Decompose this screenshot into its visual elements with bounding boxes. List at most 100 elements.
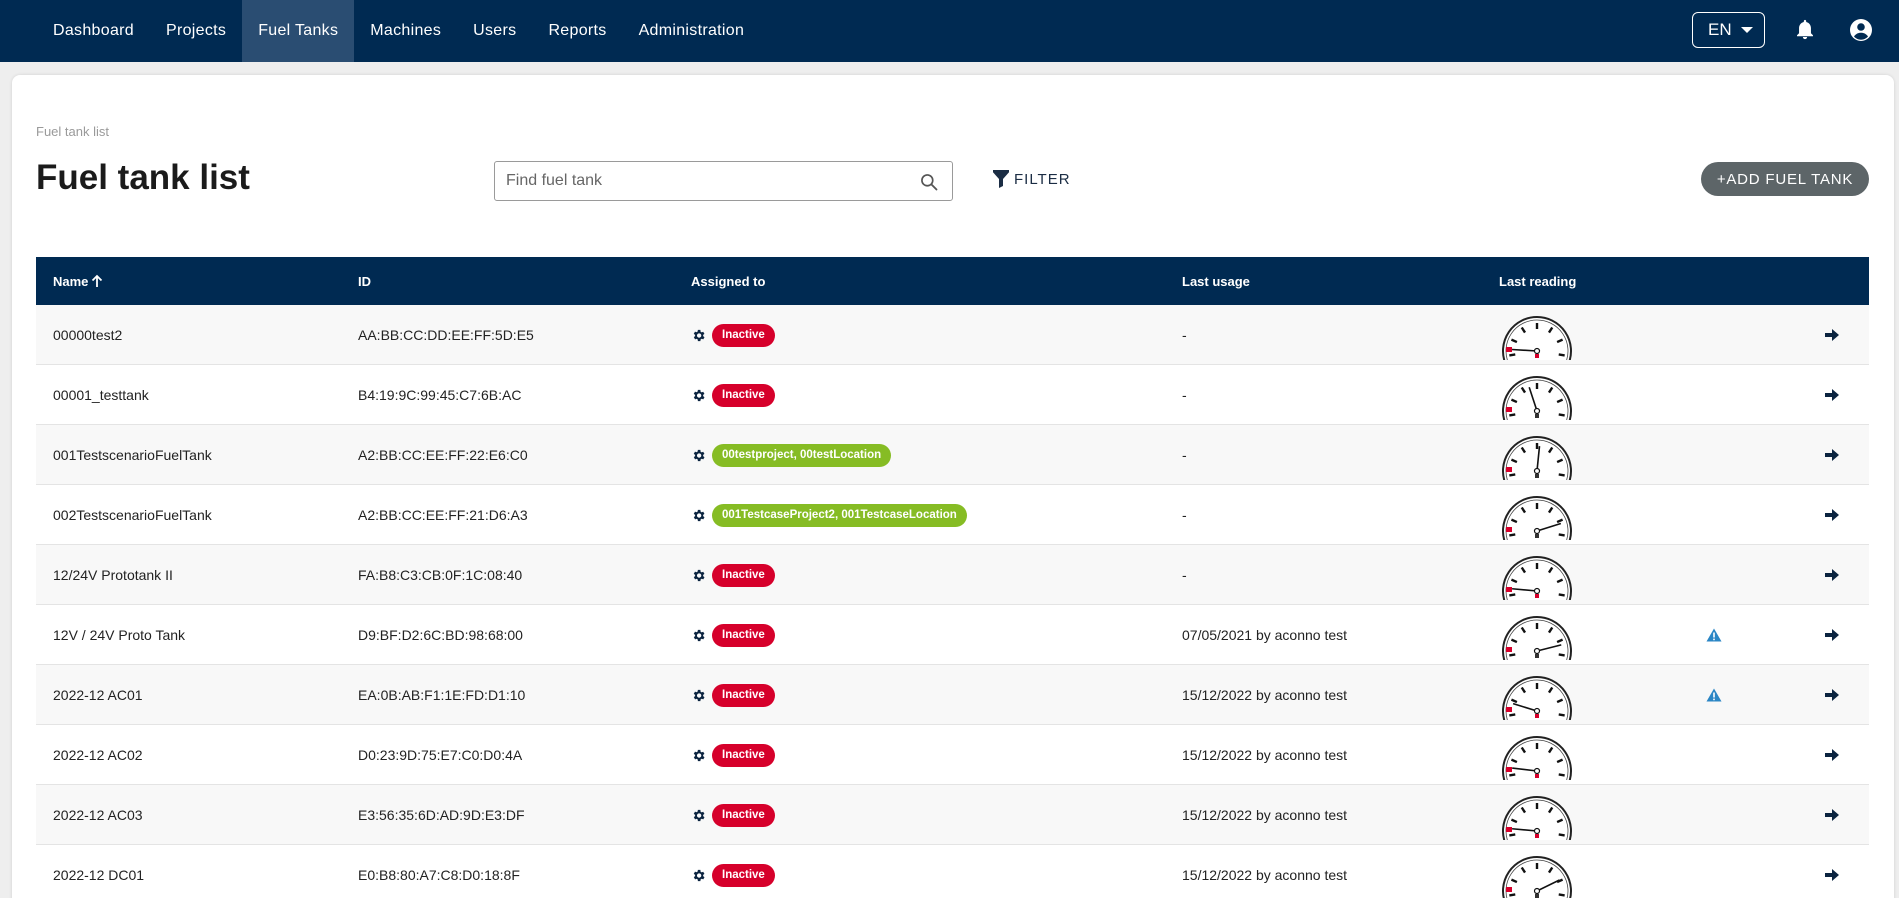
tank-id: B4:19:9C:99:45:C7:6B:AC [358,387,522,403]
table-row[interactable]: 00001_testtank B4:19:9C:99:45:C7:6B:AC Ina… [36,365,1869,425]
table-row[interactable]: 2022-12 DC01 E0:B8:80:A7:C8:D0:18:8F Inact… [36,845,1869,898]
tank-name: 2022-12 AC03 [53,807,143,823]
column-header-assigned[interactable]: Assigned to [691,273,766,289]
search-input[interactable] [495,162,895,200]
gear-icon[interactable] [691,388,706,403]
table-row[interactable]: 00000test2 AA:BB:CC:DD:EE:FF:5D:E5 Inactiv… [36,305,1869,365]
page-title: Fuel tank list [36,158,250,197]
last-reading-gauge[interactable] [1499,605,1575,665]
table-row[interactable]: 12V / 24V Proto Tank D9:BF:D2:6C:BD:98:68… [36,605,1869,665]
assigned-to-cell: Inactive [691,365,775,425]
gear-icon[interactable] [691,748,706,763]
assigned-to-cell: Inactive [691,845,775,898]
tank-name: 002TestscenarioFuelTank [53,507,212,523]
last-usage: 07/05/2021 by aconno test [1182,627,1348,643]
gear-icon[interactable] [691,448,706,463]
arrow-right-icon[interactable] [1825,689,1839,701]
fuel-gauge-icon [1502,736,1572,780]
row-details-cell [1825,725,1839,785]
tank-id: A2:BB:CC:EE:FF:21:D6:A3 [358,507,528,523]
fuel-gauge-icon [1502,556,1572,600]
arrow-right-icon[interactable] [1825,569,1839,581]
assigned-to-cell: Inactive [691,605,775,665]
breadcrumb[interactable]: Fuel tank list [36,124,109,139]
arrow-right-icon[interactable] [1825,749,1839,761]
column-header-last-reading[interactable]: Last reading [1499,273,1577,289]
arrow-right-icon[interactable] [1825,449,1839,461]
nav-item-projects[interactable]: Projects [165,22,227,39]
nav-item-administration[interactable]: Administration [638,22,745,39]
arrow-right-icon[interactable] [1825,809,1839,821]
column-header-id[interactable]: ID [358,273,371,289]
gear-icon[interactable] [691,688,706,703]
last-usage: - [1182,567,1187,583]
language-selector[interactable]: EN [1692,12,1765,48]
row-details-cell [1825,845,1839,898]
filter-button[interactable]: FILTER [993,168,1071,190]
gear-icon[interactable] [691,808,706,823]
add-fuel-tank-button[interactable]: +ADD FUEL TANK [1701,162,1869,196]
status-badge: Inactive [712,683,775,707]
gauge-needle [1536,522,1562,532]
last-reading-gauge[interactable] [1499,665,1575,725]
gear-icon[interactable] [691,508,706,523]
last-reading-gauge[interactable] [1499,785,1575,845]
tank-name: 12/24V Prototank II [53,567,173,583]
last-reading-gauge[interactable] [1499,365,1575,425]
tank-name: 00000test2 [53,327,123,343]
gear-icon[interactable] [691,628,706,643]
arrow-up-icon [92,274,103,287]
table-row[interactable]: 12/24V Prototank II FA:B8:C3:CB:0F:1C:08:… [36,545,1869,605]
warning-icon[interactable] [1706,688,1722,702]
tank-name: 001TestscenarioFuelTank [53,447,212,463]
arrow-right-icon[interactable] [1825,629,1839,641]
gauge-needle [1511,348,1538,352]
warning-icon[interactable] [1706,628,1722,642]
row-details-cell [1825,605,1839,665]
last-reading-gauge[interactable] [1499,485,1575,545]
last-reading-gauge[interactable] [1499,305,1575,365]
nav-item-dashboard[interactable]: Dashboard [53,22,134,39]
assigned-to-cell: 00testproject, 00testLocation [691,425,892,485]
table-row[interactable]: 2022-12 AC02 D0:23:9D:75:E7:C0:D0:4A Inact… [36,725,1869,785]
bell-icon[interactable] [1794,18,1816,42]
arrow-right-icon[interactable] [1825,329,1839,341]
last-reading-gauge[interactable] [1499,425,1575,485]
assigned-to-cell: Inactive [691,785,775,845]
gear-icon[interactable] [691,868,706,883]
last-reading-gauge[interactable] [1499,725,1575,785]
last-reading-gauge[interactable] [1499,845,1575,898]
column-header-name-label: Name [53,273,89,289]
filter-icon [993,170,1009,188]
status-badge: Inactive [712,383,775,407]
column-header-name[interactable]: Name [53,257,104,305]
nav-item-reports[interactable]: Reports [548,22,607,39]
fuel-gauge-icon [1502,496,1572,540]
fuel-gauge-icon [1502,856,1572,898]
search-icon[interactable] [919,172,939,192]
gear-icon[interactable] [691,328,706,343]
search-box [494,161,953,201]
assigned-to-cell: Inactive [691,545,775,605]
table-row[interactable]: 2022-12 AC01 EA:0B:AB:F1:1E:FD:D1:10 Inact… [36,665,1869,725]
table-row[interactable]: 002TestscenarioFuelTank A2:BB:CC:EE:FF:21… [36,485,1869,545]
last-usage: 15/12/2022 by aconno test [1182,747,1348,763]
nav-item-fuel-tanks[interactable]: Fuel Tanks [242,0,355,62]
arrow-right-icon[interactable] [1825,509,1839,521]
arrow-right-icon[interactable] [1825,389,1839,401]
nav-item-machines[interactable]: Machines [370,22,442,39]
column-header-last-usage[interactable]: Last usage [1182,273,1250,289]
gear-icon[interactable] [691,568,706,583]
last-usage: - [1182,447,1187,463]
assigned-to-cell: Inactive [691,305,775,365]
nav-item-users[interactable]: Users [473,22,517,39]
last-reading-gauge[interactable] [1499,545,1575,605]
fuel-gauge-icon [1502,436,1572,480]
arrow-right-icon[interactable] [1825,869,1839,881]
fuel-gauge-icon [1502,676,1572,720]
table-row[interactable]: 001TestscenarioFuelTank A2:BB:CC:EE:FF:22… [36,425,1869,485]
user-circle-icon[interactable] [1849,18,1873,42]
gauge-needle [1528,386,1538,412]
status-badge: Inactive [712,743,775,767]
table-row[interactable]: 2022-12 AC03 E3:56:35:6D:AD:9D:E3:DF Inact… [36,785,1869,845]
